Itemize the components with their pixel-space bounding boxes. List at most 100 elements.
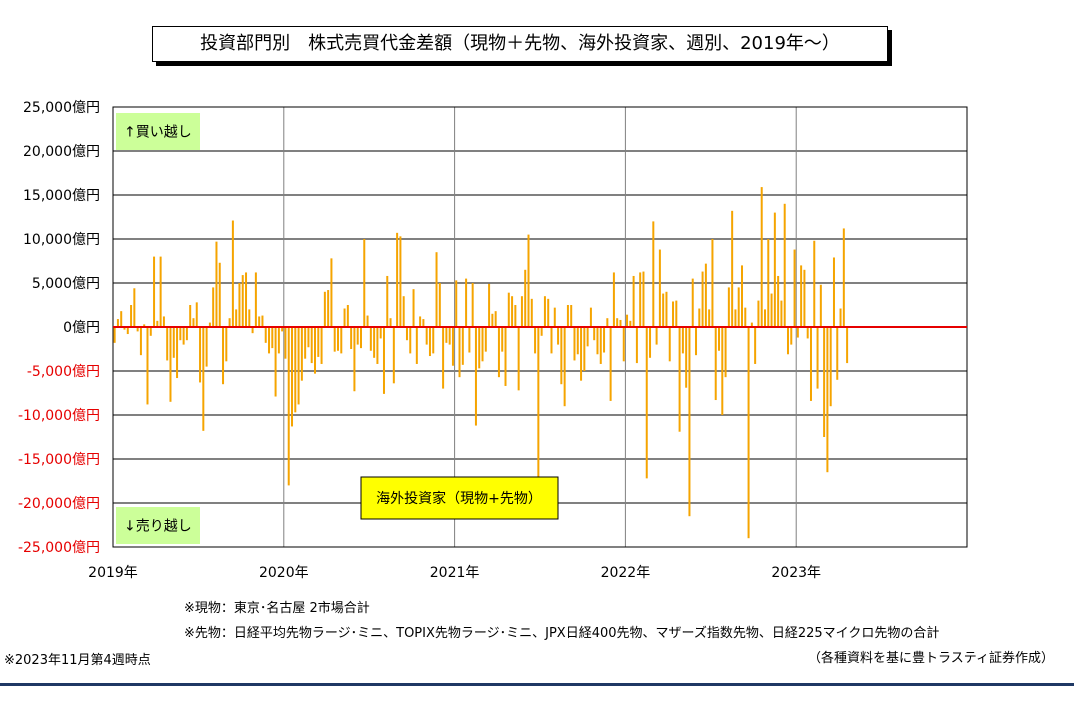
bar	[389, 318, 392, 327]
x-tick-label: 2019年	[88, 565, 138, 581]
x-tick-label: 2022年	[601, 565, 651, 581]
bar	[274, 327, 277, 397]
bar	[340, 327, 343, 354]
bar	[786, 327, 789, 355]
bar	[616, 318, 619, 327]
chart-title: 投資部門別 株式売買代金差額（現物＋先物、海外投資家、週別、2019年～）	[152, 26, 888, 62]
sell-box	[116, 507, 200, 544]
bar	[422, 319, 425, 327]
bar	[205, 327, 208, 367]
bar	[803, 269, 806, 327]
bar	[718, 327, 721, 351]
bar	[819, 284, 822, 327]
bar	[448, 327, 451, 345]
bar	[402, 296, 405, 327]
bar	[589, 307, 592, 327]
x-tick-label: 2020年	[259, 565, 309, 581]
bar	[366, 315, 369, 327]
bar	[235, 309, 238, 327]
bar	[836, 327, 839, 380]
bar	[199, 327, 202, 383]
bar	[471, 283, 474, 327]
bar	[763, 309, 766, 327]
y-tick-label: -25,000億円	[18, 540, 100, 556]
bar	[445, 327, 448, 343]
bar	[133, 288, 136, 327]
bar	[310, 327, 313, 364]
bar	[379, 327, 382, 339]
bar	[169, 327, 172, 402]
bar	[291, 327, 294, 427]
bar	[662, 293, 665, 327]
bar	[504, 327, 507, 386]
bar	[553, 307, 556, 327]
bar	[287, 327, 290, 486]
bar	[162, 316, 165, 327]
bar	[195, 302, 198, 327]
bar	[491, 313, 494, 327]
bar	[346, 305, 349, 327]
bar	[721, 327, 724, 415]
bar	[113, 327, 116, 343]
y-tick-label: 5,000億円	[32, 276, 100, 292]
bar	[760, 187, 763, 327]
bar	[685, 327, 688, 388]
bar	[809, 327, 812, 401]
series-label: 海外投資家（現物+先物）	[376, 490, 542, 507]
bar	[806, 327, 809, 339]
bar	[560, 327, 563, 385]
bar	[179, 327, 182, 341]
bar	[678, 327, 681, 432]
bar	[734, 309, 737, 327]
bar	[231, 220, 234, 327]
bar	[159, 256, 162, 327]
bar	[304, 327, 307, 359]
bar	[619, 319, 622, 327]
bar	[672, 301, 675, 327]
bar	[681, 327, 684, 354]
bar	[438, 283, 441, 327]
bar	[136, 327, 139, 332]
bar	[626, 314, 629, 327]
bar	[182, 327, 185, 345]
bar	[816, 327, 819, 389]
bar	[550, 327, 553, 354]
bar	[228, 318, 231, 327]
chart-area: 25,000億円 20,000億円 15,000億円 10,000億円 5,000億円 0…	[18, 100, 968, 581]
bar	[254, 272, 257, 327]
bar	[645, 327, 648, 479]
bar	[336, 327, 339, 351]
bar	[583, 327, 586, 371]
bar	[603, 327, 606, 353]
bar	[208, 322, 211, 327]
bar	[757, 300, 760, 327]
x-tick-label: 2021年	[430, 565, 480, 581]
bar	[632, 275, 635, 327]
bar	[271, 327, 274, 349]
bar	[130, 305, 133, 327]
bar	[629, 320, 632, 327]
bar	[547, 298, 550, 327]
bar	[507, 292, 510, 327]
bar	[793, 249, 796, 327]
bar	[649, 327, 652, 358]
bar	[166, 327, 169, 361]
bar	[455, 280, 458, 327]
bar	[373, 327, 376, 358]
bar	[461, 327, 464, 365]
bar	[139, 327, 142, 356]
bar	[353, 327, 356, 392]
series-label-box	[360, 476, 559, 520]
y-tick-label: 0億円	[63, 320, 100, 336]
bar	[839, 308, 842, 327]
bar	[363, 239, 366, 327]
bar	[320, 327, 323, 364]
bar	[770, 293, 773, 327]
bar	[465, 278, 468, 327]
bar	[343, 308, 346, 327]
bar	[376, 327, 379, 364]
bar	[658, 249, 661, 327]
bar	[800, 265, 803, 327]
bar	[823, 327, 826, 437]
bar	[530, 298, 533, 327]
